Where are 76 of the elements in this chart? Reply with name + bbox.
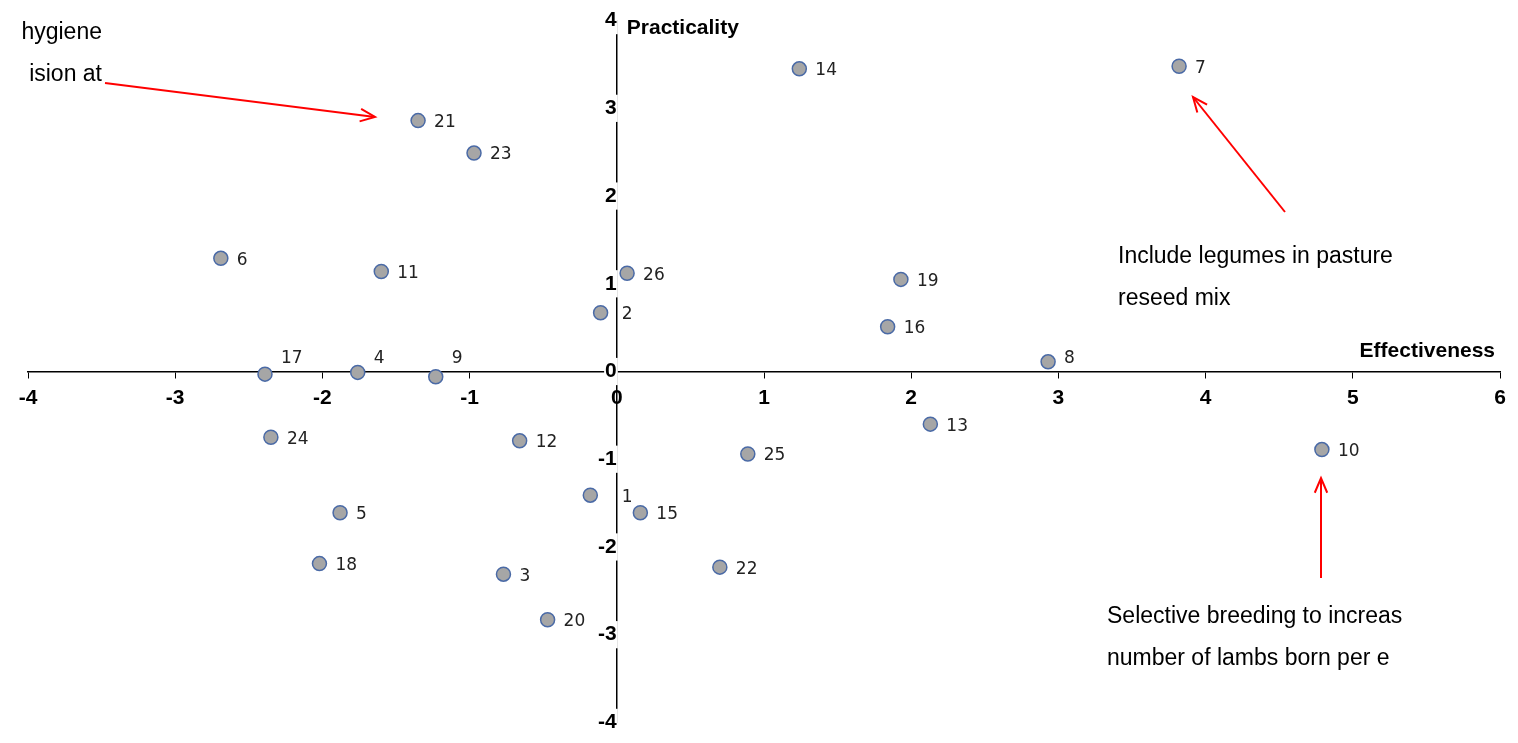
point xyxy=(332,504,348,521)
point xyxy=(427,369,444,385)
x-tick-label: -1 xyxy=(460,384,480,408)
annotation: 25 xyxy=(763,444,786,465)
annotation: 24 xyxy=(286,427,309,448)
annotation: 8 xyxy=(1064,346,1075,367)
annotation: 9 xyxy=(451,346,463,367)
point xyxy=(466,145,482,161)
point xyxy=(1040,354,1056,370)
annotation: 26 xyxy=(643,263,665,284)
annotation: 5 xyxy=(356,503,367,524)
x-tick-label: -4 xyxy=(18,384,38,408)
annotation: hygiene ision at xyxy=(21,18,103,87)
x-tick-label: 4 xyxy=(1199,384,1212,408)
point xyxy=(791,61,808,77)
annotation: 2 xyxy=(621,303,633,324)
x-tick-label: 5 xyxy=(1346,384,1359,408)
point xyxy=(740,446,756,462)
point xyxy=(263,429,279,446)
point xyxy=(592,304,609,321)
point xyxy=(511,433,528,449)
y-tick-label: 3 xyxy=(605,95,617,119)
annotation: 6 xyxy=(236,248,248,269)
point xyxy=(373,263,390,280)
point xyxy=(213,250,229,267)
annotation: Selective breeding to increas number of lambs born per e xyxy=(1107,602,1403,671)
x-tick-label: 6 xyxy=(1494,384,1506,408)
point xyxy=(879,319,896,335)
x-tick-label: 3 xyxy=(1052,384,1065,408)
point xyxy=(495,566,512,582)
annotation: 13 xyxy=(946,414,968,435)
point xyxy=(893,271,909,288)
point xyxy=(619,265,635,281)
point xyxy=(1314,441,1330,458)
annotation: 22 xyxy=(735,557,758,578)
annotation: 10 xyxy=(1337,440,1360,460)
point xyxy=(410,112,426,129)
y-tick-label: 1 xyxy=(605,270,618,294)
annotation: 16 xyxy=(903,317,926,338)
annotation: Include legumes in pasture reseed mix xyxy=(1118,242,1393,311)
point xyxy=(257,366,273,382)
y-tick-label: 2 xyxy=(605,182,617,206)
x-tick-label: 2 xyxy=(905,384,918,408)
annotation: 14 xyxy=(815,59,837,80)
point xyxy=(1171,58,1187,74)
annotation: 18 xyxy=(335,554,358,575)
x-axis-title: Effectiveness xyxy=(1359,338,1495,362)
point xyxy=(539,612,556,628)
point xyxy=(349,364,366,381)
point xyxy=(922,416,939,432)
point xyxy=(582,487,599,503)
annotation: 11 xyxy=(397,261,419,282)
annotation: 17 xyxy=(280,346,303,367)
x-tick-label: 1 xyxy=(758,384,771,408)
point xyxy=(632,504,649,521)
y-tick-label: -3 xyxy=(598,621,617,645)
x-tick-label: -3 xyxy=(165,384,185,408)
y-tick-label: -1 xyxy=(598,446,618,470)
y-axis-title: Practicality xyxy=(626,15,740,39)
annotation: 21 xyxy=(434,111,456,132)
y-tick-label: 0 xyxy=(605,358,617,382)
annotation: 12 xyxy=(535,431,558,452)
annotation: 19 xyxy=(916,269,939,290)
y-tick-label: 4 xyxy=(605,7,618,31)
annotation: 20 xyxy=(563,610,586,631)
x-tick-label: -2 xyxy=(313,384,332,408)
annotation: 3 xyxy=(519,564,531,585)
y-tick-label: -2 xyxy=(598,533,617,557)
y-tick-label: -4 xyxy=(598,709,618,733)
annotation: 4 xyxy=(373,346,385,367)
annotation: 1 xyxy=(621,485,633,506)
annotation: 23 xyxy=(490,143,512,164)
point xyxy=(712,559,728,575)
annotation: 15 xyxy=(656,503,678,524)
point xyxy=(311,555,328,572)
annotation: 7 xyxy=(1195,56,1206,77)
